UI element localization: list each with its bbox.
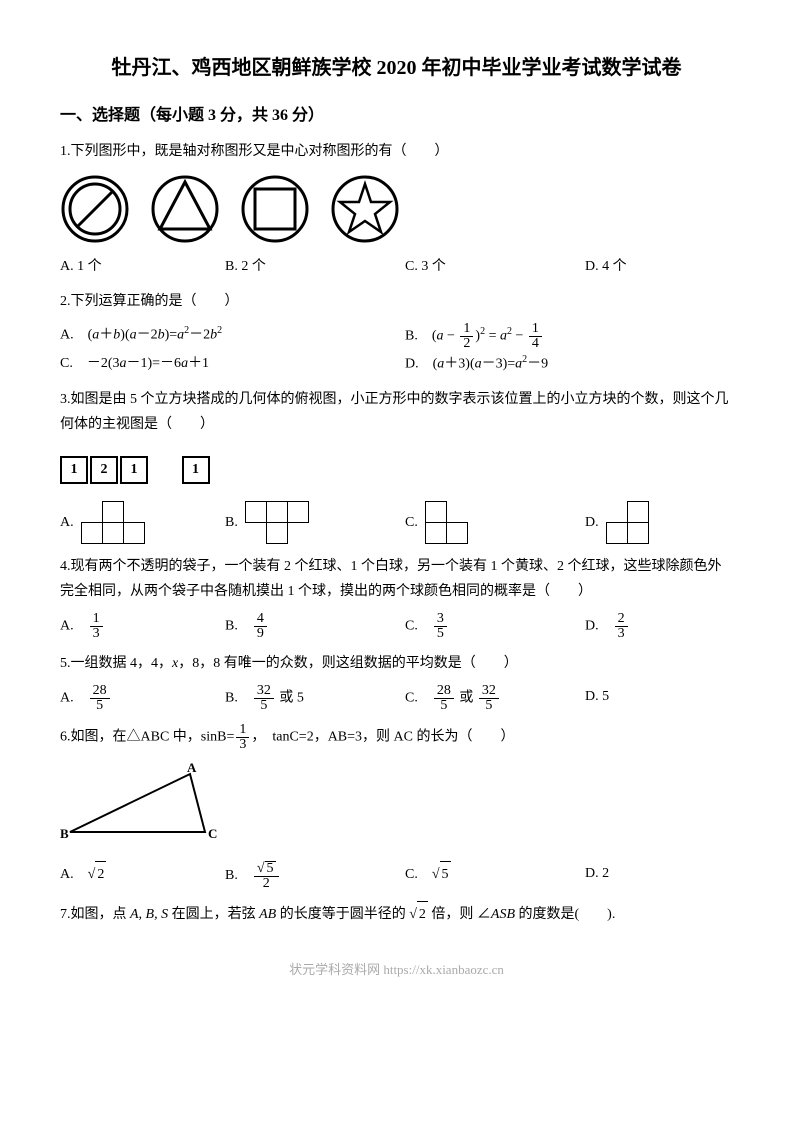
q3-text: 3.如图是由 5 个立方块搭成的几何体的俯视图，小正方形中的数字表示该位置上的小… <box>60 387 733 437</box>
question-3: 3.如图是由 5 个立方块搭成的几何体的俯视图，小正方形中的数字表示该位置上的小… <box>60 387 733 543</box>
q2-opt-a: A. (a＋b)(a－2b)=a2－2b2 <box>60 322 405 351</box>
q1-text: 1.下列图形中，既是轴对称图形又是中心对称图形的有（ ） <box>60 139 733 164</box>
page-footer: 状元学科资料网 https://xk.xianbaozc.cn <box>60 958 733 981</box>
q2-row2: C. －2(3a－1)=－6a＋1 D. (a＋3)(a－3)=a2－9 <box>60 351 733 377</box>
q5-text: 5.一组数据 4，4，x，8，8 有唯一的众数，则这组数据的平均数是（ ） <box>60 651 733 676</box>
q1-shapes <box>60 174 733 244</box>
q1-opt-a: A. 1 个 <box>60 254 225 279</box>
q2-text: 2.下列运算正确的是（ ） <box>60 289 733 314</box>
svg-text:C: C <box>208 826 217 841</box>
q4-text: 4.现有两个不透明的袋子，一个装有 2 个红球、1 个白球，另一个装有 1 个黄… <box>60 554 733 604</box>
q2-opt-c: C. －2(3a－1)=－6a＋1 <box>60 351 405 377</box>
q3-label-b: B. <box>225 510 238 535</box>
q5-opt-a: A. 285 <box>60 684 225 713</box>
question-7: 7.如图，点 A, B, S 在圆上，若弦 AB 的长度等于圆半径的 2 倍，则… <box>60 901 733 927</box>
question-1: 1.下列图形中，既是轴对称图形又是中心对称图形的有（ ） A. 1 个 B. 2… <box>60 139 733 279</box>
q3-label-a: A. <box>60 510 74 535</box>
q3-shape-d <box>607 502 649 544</box>
q3-shape-c <box>426 502 468 544</box>
q5-opt-c: C. 285 或 325 <box>405 684 585 713</box>
q2-opt-d: D. (a＋3)(a－3)=a2－9 <box>405 351 733 377</box>
q3-cell-3: 1 <box>120 456 148 484</box>
q1-opt-b: B. 2 个 <box>225 254 405 279</box>
shape-circle-diag <box>60 174 130 244</box>
q3-cell-1: 1 <box>60 456 88 484</box>
shape-circle-triangle <box>150 174 220 244</box>
question-2: 2.下列运算正确的是（ ） A. (a＋b)(a－2b)=a2－2b2 B. (… <box>60 289 733 377</box>
q6-opt-a: A. 2 <box>60 861 225 891</box>
section-header: 一、选择题（每小题 3 分，共 36 分） <box>60 102 733 131</box>
q3-label-d: D. <box>585 510 599 535</box>
question-4: 4.现有两个不透明的袋子，一个装有 2 个红球、1 个白球，另一个装有 1 个黄… <box>60 554 733 641</box>
q7-text: 7.如图，点 A, B, S 在圆上，若弦 AB 的长度等于圆半径的 2 倍，则… <box>60 901 733 927</box>
q3-label-c: C. <box>405 510 418 535</box>
q6-opt-b: B. 52 <box>225 861 405 891</box>
shape-circle-square <box>240 174 310 244</box>
question-6: 6.如图，在△ABC 中，sinB=13， tanC=2，AB=3，则 AC 的… <box>60 723 733 891</box>
q6-figure: A B C <box>60 762 733 851</box>
q6-text: 6.如图，在△ABC 中，sinB=13， tanC=2，AB=3，则 AC 的… <box>60 723 733 752</box>
q3-figure: 1 2 1 1 <box>60 446 733 494</box>
svg-text:A: A <box>187 762 197 775</box>
q1-opt-d: D. 4 个 <box>585 254 733 279</box>
q6-opt-d: D. 2 <box>585 861 733 891</box>
q4-opt-d: D. 23 <box>585 612 733 641</box>
page-title: 牡丹江、鸡西地区朝鲜族学校 2020 年初中毕业学业考试数学试卷 <box>60 50 733 86</box>
q4-opt-c: C. 35 <box>405 612 585 641</box>
q3-options: A. B. C. D. <box>60 502 733 544</box>
q3-cell-2: 2 <box>90 456 118 484</box>
q5-opt-b: B. 325 或 5 <box>225 684 405 713</box>
q4-opt-a: A. 13 <box>60 612 225 641</box>
q2-opt-b: B. (a − 12)2 = a2 − 14 <box>405 322 733 351</box>
q6-opt-c: C. 5 <box>405 861 585 891</box>
q4-options: A. 13 B. 49 C. 35 D. 23 <box>60 612 733 641</box>
question-5: 5.一组数据 4，4，x，8，8 有唯一的众数，则这组数据的平均数是（ ） A.… <box>60 651 733 713</box>
q3-shape-a <box>82 502 145 544</box>
q5-opt-d: D. 5 <box>585 684 733 713</box>
q1-options: A. 1 个 B. 2 个 C. 3 个 D. 4 个 <box>60 254 733 279</box>
q3-shape-b <box>246 502 309 544</box>
q6-options: A. 2 B. 52 C. 5 D. 2 <box>60 861 733 891</box>
q2-row1: A. (a＋b)(a－2b)=a2－2b2 B. (a − 12)2 = a2 … <box>60 322 733 351</box>
q5-options: A. 285 B. 325 或 5 C. 285 或 325 D. 5 <box>60 684 733 713</box>
svg-text:B: B <box>60 826 69 841</box>
q3-cell-4: 1 <box>182 456 210 484</box>
shape-circle-star <box>330 174 400 244</box>
q1-opt-c: C. 3 个 <box>405 254 585 279</box>
q4-opt-b: B. 49 <box>225 612 405 641</box>
